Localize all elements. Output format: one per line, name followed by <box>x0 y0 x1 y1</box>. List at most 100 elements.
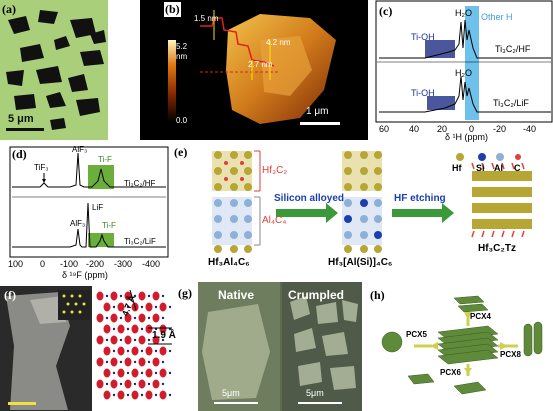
lattice-atom-small <box>140 393 144 397</box>
lattice-atom <box>152 379 160 389</box>
lattice-atom <box>138 313 146 323</box>
lattice-atom-small <box>140 349 144 353</box>
lattice-atom <box>103 302 111 312</box>
label-hf3al4c6: Hf₃Al₄C₆ <box>208 257 250 268</box>
x-tick-label: 0 <box>40 259 46 269</box>
lattice-atom-small <box>133 360 137 364</box>
lattice-atom-small <box>133 294 137 298</box>
lattice-atom <box>117 390 125 400</box>
x-axis-label: δ ¹⁹F (ppm) <box>62 270 108 280</box>
tioh-label-2: Ti-OH <box>411 88 435 98</box>
x-axis-label: δ ¹H (ppm) <box>445 132 489 142</box>
lattice-atom-small <box>133 382 137 386</box>
lattice-atom <box>152 313 160 323</box>
panel-f-label: (f) <box>4 288 16 302</box>
pcx5-label: PCX5 <box>406 330 427 339</box>
lattice-atom-small <box>112 371 116 375</box>
legend-al: Al <box>494 163 503 173</box>
lattice-atom <box>159 346 167 356</box>
crystal-mxene <box>471 162 532 238</box>
lattice-atom <box>96 357 104 367</box>
tif3-label: TiF₃ <box>34 163 49 172</box>
lattice-atom <box>138 379 146 389</box>
x-tick-label: -200 <box>86 259 105 269</box>
lattice-atom-small <box>140 327 144 331</box>
x-tick-label: -400 <box>142 259 161 269</box>
height-label-2: 2.7 nm <box>248 60 273 69</box>
lattice-atom <box>145 346 153 356</box>
lattice-atom <box>117 302 125 312</box>
lattice-atom <box>131 390 139 400</box>
lattice-atom-small <box>112 327 116 331</box>
lattice-atom <box>96 335 104 345</box>
panel-b: (b) 5.2 nm 0.0 1.5 nm 2.7 nm 4.2 nm 1 μm <box>140 0 368 140</box>
lattice-atom <box>159 302 167 312</box>
lattice-atom-small <box>168 393 172 397</box>
x-tick-label: -40 <box>523 124 537 134</box>
lattice-atom-small <box>119 316 123 320</box>
lattice-atom-small <box>147 316 151 320</box>
lattice-atom-small <box>154 393 158 397</box>
lattice-atom <box>145 368 153 378</box>
legend-si: Si <box>476 163 485 173</box>
lattice-atom-small <box>119 360 123 364</box>
x-tick-label: 20 <box>437 124 448 134</box>
x-tick-label: 100 <box>8 259 24 269</box>
nmr-1h-plot <box>375 0 553 123</box>
lattice-atom-small <box>133 338 137 342</box>
crumpled-label: Crumpled <box>288 288 345 302</box>
lattice-atom-small <box>126 371 130 375</box>
panel-d: (d) TiF₃ AlF₃ Ti-F Ti₃C₂/HF LiF AlF₃ Ti-… <box>0 143 170 283</box>
panel-d-label: (d) <box>12 147 27 161</box>
height-label-1: 1.5 nm <box>194 14 219 23</box>
lattice-atom-small <box>147 360 151 364</box>
lattice-atom <box>124 335 132 345</box>
nmr-19f-plot <box>9 146 169 258</box>
lattice-atom-small <box>161 294 165 298</box>
scale-bar-label: 1 μm <box>306 106 329 117</box>
lattice-atom <box>138 335 146 345</box>
tif-label-2: Ti-F <box>102 221 116 230</box>
pcx8-label: PCX8 <box>500 350 521 359</box>
panel-e-label: (e) <box>174 145 188 159</box>
h2o-label-2: H₂O <box>455 68 472 78</box>
atom-lattice <box>96 291 172 400</box>
x-tick-label: -300 <box>114 259 133 269</box>
label-hf3c2tz: Hf₃C₂Tz <box>478 243 516 254</box>
lattice-atom-small <box>112 305 116 309</box>
label-hf3alsi4c6: Hf₃[Al(Si)]₄C₆ <box>328 257 393 268</box>
lattice-atom <box>117 346 125 356</box>
lattice-atom-small <box>126 327 130 331</box>
lattice-atom <box>96 313 104 323</box>
lattice-atom-small <box>119 338 123 342</box>
trace-label-lif: Ti₃C₂/LiF <box>493 98 529 108</box>
legend-hf: Hf <box>452 163 462 173</box>
legend-c: C <box>514 163 521 173</box>
scale-bar-label: 5 μm <box>8 113 34 125</box>
lattice-atom-small <box>105 294 109 298</box>
lattice-atom-small <box>126 393 130 397</box>
lattice-atom <box>152 357 160 367</box>
lattice-atom <box>138 291 146 301</box>
lattice-atom-small <box>105 338 109 342</box>
panel-e: (e) Hf₃C₂ Al₄C₄ Silicon alloyed HF etchi… <box>172 143 553 283</box>
lattice-atom-small <box>119 294 123 298</box>
morphology-diagram <box>381 295 543 395</box>
lattice-atom <box>152 291 160 301</box>
lattice-atom-small <box>140 305 144 309</box>
lattice-atom <box>110 291 118 301</box>
panel-c: (c) H₂O H₂O Ti-OH Ti-OH Other H Ti₃C₂/HF… <box>375 0 553 142</box>
structure-diagram <box>212 150 532 253</box>
lattice-atom-small <box>112 349 116 353</box>
lif-label: LiF <box>92 203 104 212</box>
lattice-atom-small <box>119 382 123 386</box>
trace-label-hf: Ti₃C₂/HF <box>124 179 156 188</box>
pcx4-label: PCX4 <box>470 312 491 321</box>
x-tick-label: -100 <box>60 259 79 269</box>
lattice-atom <box>110 335 118 345</box>
lattice-atom-small <box>105 316 109 320</box>
lattice-atom-small <box>168 371 172 375</box>
lattice-atom <box>131 346 139 356</box>
lattice-atom <box>110 313 118 323</box>
colorbar-min: 0.0 <box>176 116 188 125</box>
